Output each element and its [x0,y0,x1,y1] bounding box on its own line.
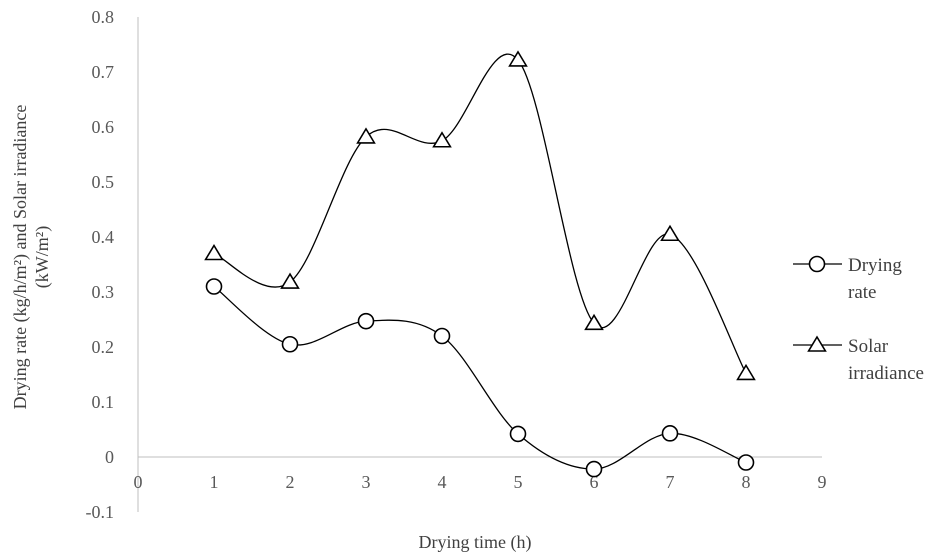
x-tick-label: 1 [210,472,219,492]
x-tick-label: 9 [818,472,827,492]
y-tick-label: 0.7 [92,62,115,82]
data-point-triangle [280,272,300,289]
y-tick-label: 0 [105,447,114,467]
y-tick-label: 0.8 [92,7,115,27]
legend-label-line: irradiance [848,363,924,384]
data-point-triangle [584,313,604,331]
y-tick-label: -0.1 [86,502,115,522]
data-point-triangle [736,363,756,381]
axes [137,17,822,512]
y-axis-title-line-2: (kW/m²) [32,226,53,288]
legend-circle-marker [808,255,826,273]
data-point-circle [357,312,375,330]
y-tick-label: 0.5 [92,172,115,192]
x-tick-label: 8 [742,472,751,492]
legend-label-line: rate [848,282,876,303]
series-layer [204,50,756,478]
x-axis-title: Drying time (h) [419,532,532,553]
x-tick-label: 4 [438,472,447,492]
data-point-circle [281,335,299,353]
data-point-triangle [432,131,452,148]
x-tick-label: 6 [590,472,599,492]
legend: Drying rate Solar irradiance [793,255,924,384]
y-tick-label: 0.2 [92,337,115,357]
series-line [213,285,747,470]
data-point-triangle [204,243,224,261]
y-axis-title-line-1: Drying rate (kg/h/m²) and Solar irradian… [10,105,31,410]
data-point-triangle [356,127,376,144]
y-tick-label: 0.1 [92,392,115,412]
data-point-circle [661,425,679,442]
legend-triangle-marker [807,335,827,352]
y-tick-label: 0.3 [92,282,115,302]
legend-label-line: Solar [848,336,889,357]
y-tick-label: 0.4 [92,227,115,247]
data-point-circle [509,425,527,443]
series-solar-irradiance [204,50,756,381]
x-tick-label: 7 [666,472,675,492]
y-tick-labels: -0.1 0 0.1 0.2 0.3 0.4 0.5 0.6 0.7 0.8 [86,7,115,522]
x-tick-label: 3 [362,472,371,492]
data-point-triangle [660,224,680,242]
series-line [213,53,747,374]
legend-label-line: Drying [848,255,902,276]
x-tick-label: 0 [134,472,143,492]
data-point-circle [737,454,755,471]
x-tick-labels: 0 1 2 3 4 5 6 7 8 9 [134,472,827,492]
data-point-circle [433,327,451,345]
data-point-circle [205,278,223,295]
legend-entry: Solar irradiance [793,335,924,384]
y-tick-label: 0.6 [92,117,115,137]
legend-entry: Drying rate [793,255,902,303]
x-tick-label: 2 [286,472,295,492]
x-tick-label: 5 [514,472,523,492]
data-point-circle [585,460,603,478]
series-drying-rate [205,278,755,478]
data-point-triangle [508,50,528,67]
